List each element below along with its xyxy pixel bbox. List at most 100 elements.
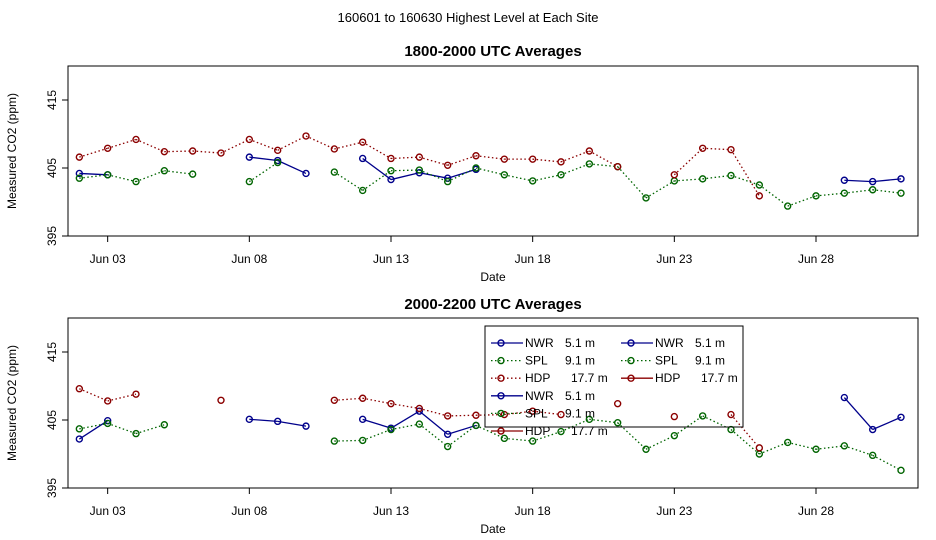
data-point: [472, 421, 480, 430]
series-spl: [75, 412, 905, 475]
data-point: [500, 434, 509, 443]
series-segment: [447, 414, 477, 417]
data-point: [613, 399, 622, 408]
series-segment: [390, 410, 420, 429]
data-point: [500, 155, 509, 163]
data-point: [840, 442, 849, 450]
series-segment: [504, 174, 533, 182]
plot-frame: [67, 317, 919, 489]
x-tick-label: Jun 03: [90, 504, 126, 518]
series-segment: [504, 410, 533, 416]
data-point: [840, 189, 849, 197]
series-segment: [759, 441, 788, 455]
data-point: [443, 442, 452, 451]
panel-title: 2000-2200 UTC Averages: [404, 296, 581, 313]
panel-1800-2000: 1800-2000 UTC Averages 395 405 415 Jun 03 Jun…: [5, 43, 919, 284]
data-point: [557, 158, 565, 166]
data-point: [273, 417, 282, 426]
series-segment: [277, 159, 307, 175]
legend-height: 9.1 m: [565, 354, 595, 368]
data-point: [415, 166, 424, 174]
data-point: [868, 177, 877, 186]
y-tick-label: 415: [45, 90, 59, 110]
y-tick-label: 405: [45, 158, 59, 178]
data-point: [557, 171, 565, 179]
data-point: [75, 153, 84, 161]
series-segment: [787, 195, 817, 207]
data-point: [358, 394, 367, 402]
data-point: [840, 176, 849, 184]
data-point: [670, 171, 679, 179]
data-point: [75, 174, 84, 182]
data-point: [302, 132, 310, 140]
legend-marker: [497, 392, 505, 400]
data-point: [302, 169, 310, 178]
data-point: [528, 407, 537, 415]
data-point: [698, 412, 707, 420]
series-segment: [702, 415, 732, 431]
panel-2000-2200: 2000-2200 UTC Averages 395 405 415 Jun 03 Jun…: [5, 296, 919, 536]
series-segment: [645, 180, 675, 199]
series-segment: [220, 138, 250, 154]
data-point: [727, 410, 735, 419]
data-point: [472, 411, 480, 419]
series-segment: [362, 397, 392, 405]
series-segment: [334, 141, 363, 150]
y-axis-label: Measured CO2 (ppm): [5, 93, 19, 209]
series-spl: [75, 158, 905, 210]
legend-marker: [497, 339, 505, 347]
data-point: [500, 171, 509, 179]
series-segment: [390, 169, 420, 172]
data-point: [613, 162, 622, 171]
series-segment: [447, 155, 477, 166]
legend-marker: [497, 427, 505, 435]
series-segment: [418, 410, 449, 435]
series-segment: [532, 158, 562, 163]
data-point: [75, 385, 84, 393]
legend-marker: [627, 356, 635, 365]
data-point: [868, 186, 877, 194]
data-point: [897, 175, 905, 183]
data-point: [698, 175, 707, 183]
legend-site-name: HDP: [525, 371, 550, 385]
series-segment: [702, 174, 732, 180]
data-point: [443, 177, 452, 186]
x-tick-label: Jun 08: [231, 504, 267, 518]
data-point: [472, 152, 480, 160]
series-segment: [560, 150, 590, 163]
series-segment: [447, 168, 477, 179]
series-segment: [334, 397, 363, 401]
series-segment: [815, 445, 845, 450]
panel-title: 1800-2000 UTC Averages: [404, 43, 581, 60]
series-nwr: [75, 153, 905, 186]
series-segment: [79, 147, 108, 158]
series-segment: [475, 413, 505, 416]
data-point: [585, 147, 594, 155]
data-point: [897, 466, 905, 475]
x-tick-label: Jun 28: [798, 504, 834, 518]
data-point: [443, 430, 452, 438]
data-point: [868, 451, 877, 460]
data-point: [387, 175, 395, 184]
x-tick-label: Jun 18: [515, 252, 551, 266]
series-segment: [730, 414, 760, 449]
series-segment: [249, 138, 278, 151]
data-point: [245, 177, 254, 186]
series-segment: [617, 166, 647, 199]
series-segment: [390, 172, 420, 181]
legend-height: 17.7 m: [571, 424, 608, 438]
data-point: [897, 189, 905, 197]
data-point: [670, 412, 679, 421]
series-segment: [164, 170, 193, 175]
data-point: [557, 427, 565, 436]
y-tick-label: 395: [45, 478, 59, 498]
legend-height: 9.1 m: [565, 406, 595, 420]
series-segment: [334, 439, 363, 442]
x-tick-label: Jun 13: [373, 252, 409, 266]
series-segment: [362, 428, 392, 442]
x-tick-label: Jun 13: [373, 504, 409, 518]
data-point: [160, 167, 169, 175]
series-segment: [872, 178, 902, 183]
data-point: [783, 202, 792, 210]
data-point: [188, 147, 197, 155]
